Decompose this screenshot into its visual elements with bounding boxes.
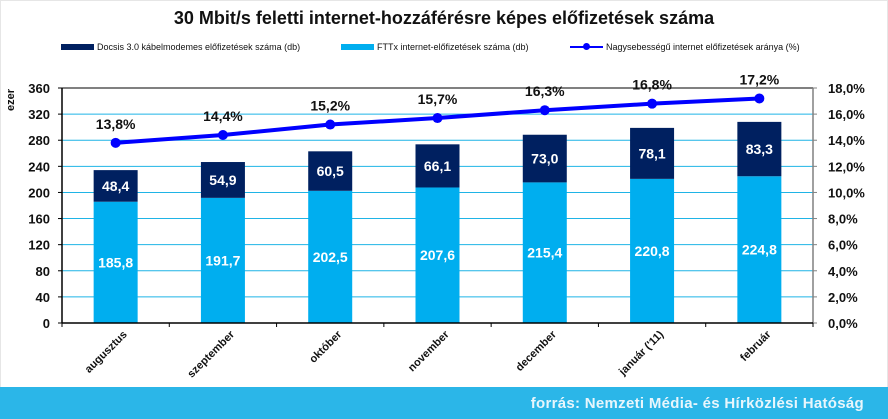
bar-docsis — [93, 170, 138, 202]
y-tick-label-right: 10,0% — [828, 185, 865, 200]
bar-docsis — [630, 127, 675, 179]
data-label-docsis: 54,9 — [209, 172, 236, 188]
bar-fttx — [737, 176, 782, 323]
point-ratio — [217, 130, 228, 140]
data-label-docsis: 83,3 — [746, 141, 773, 157]
bar-docsis — [308, 151, 353, 191]
data-label-ratio: 16,3% — [525, 83, 565, 99]
y-tick-label-right: 8,0% — [828, 212, 858, 227]
legend-label-fttx: FTTx internet-előfizetések száma (db) — [377, 42, 529, 52]
y-tick-label-left: 120 — [28, 238, 50, 253]
data-label-ratio: 15,7% — [418, 91, 458, 107]
y-tick-label-right: 14,0% — [828, 133, 865, 148]
legend-label-docsis: Docsis 3.0 kábelmodemes előfizetések szá… — [97, 42, 301, 52]
chart-svg: 185,8 48,4 191,7 54,9 202,5 60,5 207,6 66,1 215,… — [5, 71, 865, 380]
data-label-ratio: 16,8% — [632, 77, 672, 93]
x-tick-label: augusztus — [83, 329, 130, 376]
legend-item-docsis: Docsis 3.0 kábelmodemes előfizetések szá… — [61, 42, 300, 52]
point-ratio — [647, 98, 658, 109]
bar-fttx — [522, 182, 567, 323]
point-ratio — [539, 105, 550, 116]
source-text: forrás: Nemzeti Média- és Hírközlési Hat… — [530, 395, 864, 412]
bar-fttx — [93, 201, 138, 323]
y-tick-label-left: 320 — [28, 107, 50, 122]
y-axis-title: ezer — [5, 88, 17, 111]
data-label-ratio: 13,8% — [96, 116, 136, 132]
bar-docsis — [415, 144, 460, 188]
chart-title: 30 Mbit/s feletti internet-hozzáférésre … — [173, 8, 715, 28]
x-tick-label: december — [514, 328, 560, 374]
y-tick-label-left: 240 — [28, 159, 50, 174]
point-ratio — [110, 137, 121, 148]
y-tick-label-left: 360 — [28, 81, 50, 96]
footer-band: forrás: Nemzeti Média- és Hírközlési Hat… — [0, 387, 888, 419]
data-label-ratio: 15,2% — [310, 98, 350, 114]
legend-swatch-docsis — [61, 44, 94, 50]
bar-docsis — [522, 134, 567, 183]
y-tick-label-right: 4,0% — [828, 264, 858, 279]
data-label-docsis: 48,4 — [102, 178, 129, 194]
bar-docsis — [737, 121, 782, 177]
data-label-ratio: 17,2% — [740, 71, 780, 87]
point-ratio — [325, 119, 336, 130]
bar-fttx — [308, 190, 353, 323]
data-label-docsis: 66,1 — [424, 158, 451, 174]
legend-item-fttx: FTTx internet-előfizetések száma (db) — [341, 42, 529, 52]
y-tick-label-left: 40 — [36, 290, 50, 305]
data-label-fttx: 220,8 — [635, 243, 670, 259]
data-label-docsis: 60,5 — [317, 163, 344, 179]
point-ratio — [432, 113, 443, 124]
y-tick-label-right: 16,0% — [828, 107, 865, 122]
data-label-fttx: 207,6 — [420, 247, 455, 263]
y-tick-label-left: 0 — [43, 316, 50, 331]
bar-docsis — [200, 162, 245, 198]
y-tick-label-right: 6,0% — [828, 238, 858, 253]
data-label-fttx: 191,7 — [205, 252, 240, 268]
legend: Docsis 3.0 kábelmodemes előfizetések szá… — [0, 42, 888, 56]
x-tick-label: január ('11) — [616, 328, 666, 378]
data-label-fttx: 224,8 — [742, 242, 777, 258]
y-tick-label-right: 18,0% — [828, 81, 865, 96]
data-label-ratio: 14,4% — [203, 108, 243, 124]
legend-item-ratio: Nagysebességű internet előfizetések arán… — [570, 42, 800, 52]
bar-fttx — [415, 187, 460, 323]
point-ratio — [754, 93, 765, 104]
x-tick-label: szeptember — [185, 328, 237, 380]
y-tick-label-left: 280 — [28, 133, 50, 148]
y-tick-label-left: 200 — [28, 185, 50, 200]
y-tick-label-left: 80 — [36, 264, 50, 279]
data-label-fttx: 185,8 — [98, 254, 133, 270]
data-label-docsis: 73,0 — [531, 151, 558, 167]
x-tick-label: február — [738, 328, 774, 364]
y-tick-label-right: 2,0% — [828, 290, 858, 305]
legend-label-ratio: Nagysebességű internet előfizetések arán… — [606, 42, 800, 52]
legend-line-ratio-icon — [570, 43, 603, 50]
data-label-docsis: 78,1 — [638, 145, 665, 161]
y-tick-label-right: 12,0% — [828, 159, 865, 174]
data-label-fttx: 215,4 — [527, 245, 562, 261]
bar-fttx — [630, 178, 675, 323]
x-tick-label: november — [406, 328, 452, 374]
y-tick-label-left: 160 — [28, 212, 50, 227]
x-tick-label: október — [307, 328, 345, 366]
data-label-fttx: 202,5 — [313, 249, 348, 265]
bar-fttx — [200, 197, 245, 323]
y-tick-label-right: 0,0% — [828, 316, 858, 331]
legend-swatch-fttx — [341, 44, 374, 50]
